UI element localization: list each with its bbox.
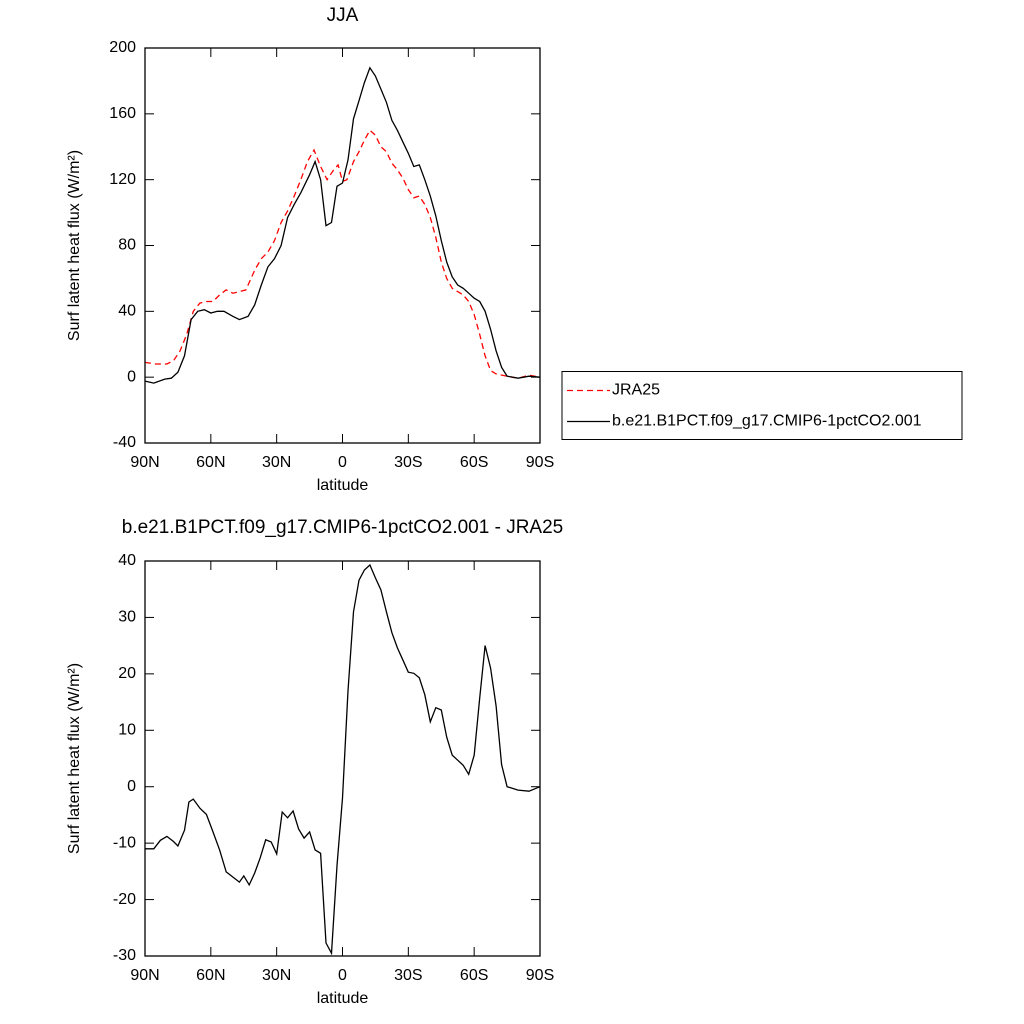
chart-title: b.e21.B1PCT.f09_g17.CMIP6-1pctCO2.001 - … — [122, 517, 563, 538]
x-axis-label: latitude — [317, 477, 369, 494]
y-tick-label: -40 — [113, 434, 136, 451]
x-tick-label: 60N — [196, 967, 225, 984]
x-tick-label: 90S — [526, 454, 554, 471]
x-tick-label: 30N — [262, 967, 291, 984]
data-line — [145, 563, 541, 956]
y-tick-label: 160 — [109, 105, 136, 122]
plot-frame — [144, 560, 541, 957]
x-axis-label: latitude — [317, 990, 369, 1007]
y-tick-label: 0 — [127, 368, 136, 385]
data-line — [144, 66, 541, 384]
y-tick-label: 200 — [109, 39, 136, 56]
x-tick-label: 60N — [196, 454, 225, 471]
x-tick-label: 90N — [130, 454, 159, 471]
y-tick-label: 30 — [118, 609, 136, 626]
x-tick-label: 60S — [460, 454, 488, 471]
x-tick-label: 0 — [338, 967, 347, 984]
legend-label: b.e21.B1PCT.f09_g17.CMIP6-1pctCO2.001 — [612, 413, 922, 430]
y-tick-label: -20 — [113, 891, 136, 908]
legend-box — [561, 371, 963, 440]
x-tick-label: 0 — [338, 454, 347, 471]
y-tick-label: 0 — [127, 778, 136, 795]
y-axis-label: Surf latent heat flux (W/m²) — [66, 663, 83, 854]
x-tick-label: 30S — [394, 454, 422, 471]
x-tick-label: 90N — [130, 967, 159, 984]
y-tick-label: -30 — [113, 947, 136, 964]
y-tick-label: -10 — [113, 834, 136, 851]
x-tick-label: 90S — [526, 967, 554, 984]
y-tick-label: 20 — [118, 665, 136, 682]
legend-label: JRA25 — [612, 382, 660, 399]
chart-title: JJA — [327, 5, 359, 26]
y-tick-label: 120 — [109, 171, 136, 188]
y-tick-label: 80 — [118, 237, 136, 254]
y-tick-label: 40 — [118, 303, 136, 320]
data-line — [144, 129, 541, 379]
x-tick-label: 60S — [460, 967, 488, 984]
y-tick-label: 10 — [118, 722, 136, 739]
y-axis-label: Surf latent heat flux (W/m²) — [66, 150, 83, 341]
plot-frame — [144, 47, 541, 444]
x-tick-label: 30N — [262, 454, 291, 471]
x-tick-label: 30S — [394, 967, 422, 984]
y-tick-label: 40 — [118, 552, 136, 569]
